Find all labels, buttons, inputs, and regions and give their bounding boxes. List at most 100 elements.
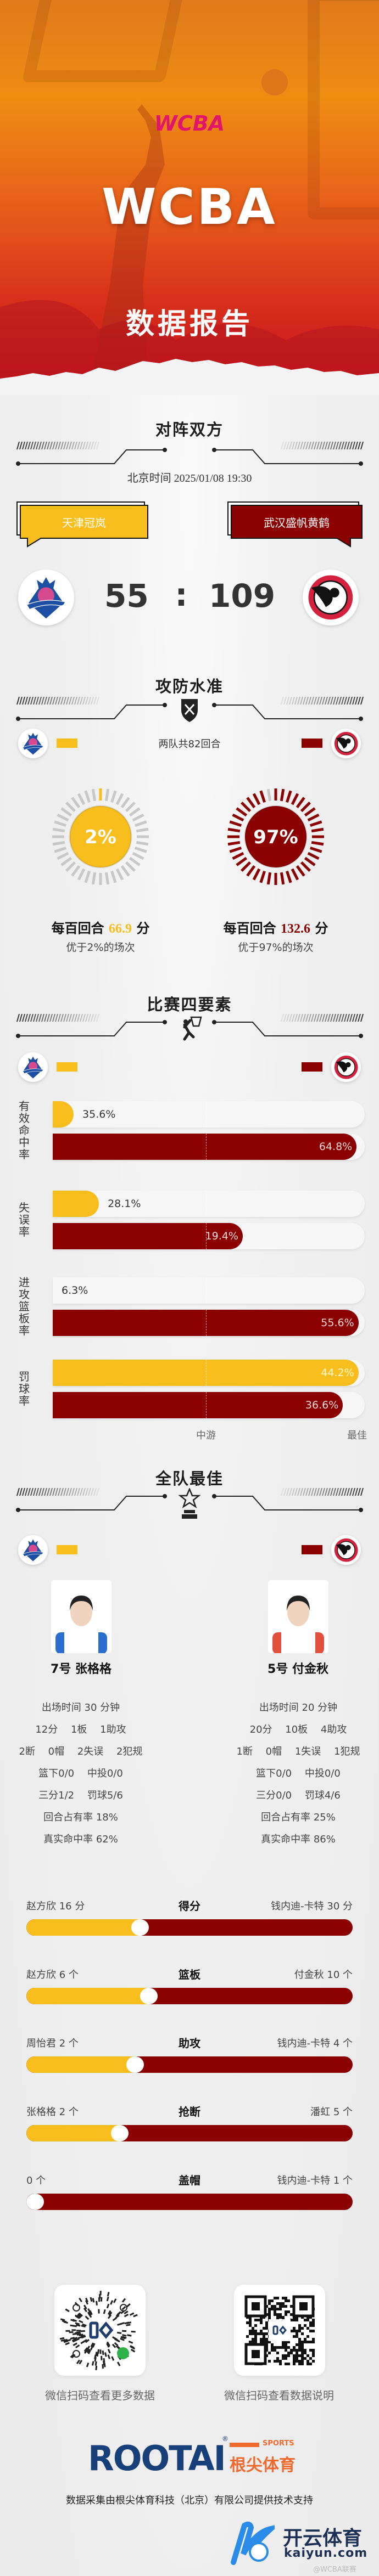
leader-stat-title: 抢断 [179,2105,200,2118]
section-title-four-factors: 比赛四要素 [147,995,232,1014]
away-gauge-tick [280,788,285,802]
away-factor-bar: 64.8% [53,1134,365,1160]
away-gauge-tick [236,807,248,817]
qr-left-caption: 微信扫码查看更多数据 [45,2389,155,2402]
wuhan-cranes-logo-icon [334,731,358,756]
away-factor-bar: 19.4% [53,1223,365,1249]
away-factor-value: 19.4% [205,1230,238,1242]
home-gauge-tick [60,807,73,817]
away-gauge-tick [232,852,244,860]
away-gauge-tick [246,865,256,877]
section-title-matchup: 对阵双方 [155,420,224,439]
leader-comparison-bar [26,2194,353,2210]
away-gauge-tick [266,872,272,885]
away-player-photo [268,1580,328,1653]
weibo-handle: @WCBA联赛 [313,2566,356,2574]
away-ortg: 每百回合 132.6 分 [193,917,358,937]
leader-stat-title: 得分 [179,1899,200,1913]
home-gauge-tick [52,827,65,833]
section-title-best-players: 全队最佳 [155,1469,224,1488]
leader-stat-title: 盖帽 [179,2174,200,2187]
wuhan-cranes-logo-icon [334,1538,358,1562]
player-stat-line: 1断 0帽 1失误 1犯规 [236,1746,360,1757]
home-leader: 0 个 [26,2175,46,2186]
data-explanation-qr-code[interactable] [234,2285,325,2376]
home-gauge-tick [77,793,86,805]
away-gauge-tick [241,861,252,872]
section-divider [0,1487,379,1523]
away-gauge-tick [229,820,242,827]
away-gauge-tick [309,847,322,853]
leader-bar-knob [26,2194,44,2210]
home-percentile-note: 优于2%的场次 [66,942,135,954]
away-factor-value: 36.6% [305,1399,339,1411]
away-gauge-tick [252,793,261,805]
away-score: 109 [209,577,276,615]
player-stat-line: 出场时间 20 分钟 [259,1702,338,1713]
factor-label: 失误率 [19,1201,30,1238]
ortg-prefix: 每百回合 [223,921,276,936]
home-gauge-tick [125,861,136,872]
player-stat-line: 2断 0帽 2失误 2犯规 [19,1746,143,1757]
home-leader: 赵方欣 6 个 [26,1969,79,1981]
away-factor-fill [53,1134,357,1160]
away-factor-fill [53,1223,243,1249]
percentile-gauges: 2% 97% [52,788,324,885]
home-gauge-tick [91,788,97,802]
home-gauge-tick [65,861,76,872]
player-portrait [55,1596,107,1653]
away-gauge-tick [304,807,316,817]
home-color-swatch [57,1062,77,1072]
away-team-logo-small [331,729,361,758]
leader-bar-knob [131,1919,149,1936]
wuhan-cranes-logo-icon [334,1055,358,1079]
trophy-star-icon [178,1487,201,1519]
player-stat-line: 回合占有率 18% [43,1812,118,1823]
home-gauge-tick [110,790,117,803]
home-player-name: 7号 张格格 [51,1662,112,1676]
home-gauge-tick [60,856,73,866]
hero-title: WCBA [102,178,277,236]
wcba-logo: WCBA [0,99,379,145]
away-gauge-tick [227,841,241,846]
home-leader-fill [26,1988,149,2004]
away-leader: 钱内迪-卡特 4 个 [277,2038,353,2049]
leader-stat-title: 篮板 [179,1968,200,1981]
away-team-name: 武汉盛帆黄鹤 [231,505,363,539]
home-factor-fill [53,1101,74,1128]
away-factor-value: 64.8% [319,1141,353,1153]
home-factor-fill [53,1360,359,1386]
away-gauge-tick [300,861,311,872]
match-datetime: 北京时间 2025/01/08 19:30 [127,472,252,484]
home-gauge-tick [54,847,67,853]
player-stat-line: 三分1/2 罚球5/6 [38,1790,123,1801]
home-factor-value: 44.2% [321,1367,354,1379]
home-leader-fill [26,1919,140,1936]
home-gauge-tick [120,865,130,877]
away-gauge-tick [286,870,292,883]
away-gauge-tick [259,870,266,883]
kaiyun-watermark: 开云体育 kaiyun.com [222,2521,371,2565]
home-leader-fill [26,2125,120,2141]
leader-stat-title: 助攻 [179,2037,200,2050]
away-factor-fill [53,1392,343,1418]
away-gauge-tick [311,841,324,846]
ortg-unit: 分 [315,921,328,936]
section-divider [0,442,379,477]
leader-bar-knob [140,1988,158,2004]
home-gauge-tick [104,788,110,802]
away-gauge-tick [280,872,285,885]
tianjin-guanlan-logo-icon [22,732,44,755]
home-gauge-tick [115,868,124,881]
app-logo-icon [89,2321,114,2339]
mini-program-qr-code[interactable] [54,2285,146,2376]
home-gauge-tick [134,847,147,853]
player-stat-line: 回合占有率 25% [261,1812,336,1823]
player-stat-line: 三分0/0 罚球4/6 [256,1790,341,1801]
away-gauge-tick [300,802,311,813]
away-color-swatch [302,739,322,748]
svg-text:WCBA: WCBA [154,111,225,136]
hero-banner: WCBA WCBA 数据报告 [0,0,379,395]
away-gauge-tick [296,797,305,809]
